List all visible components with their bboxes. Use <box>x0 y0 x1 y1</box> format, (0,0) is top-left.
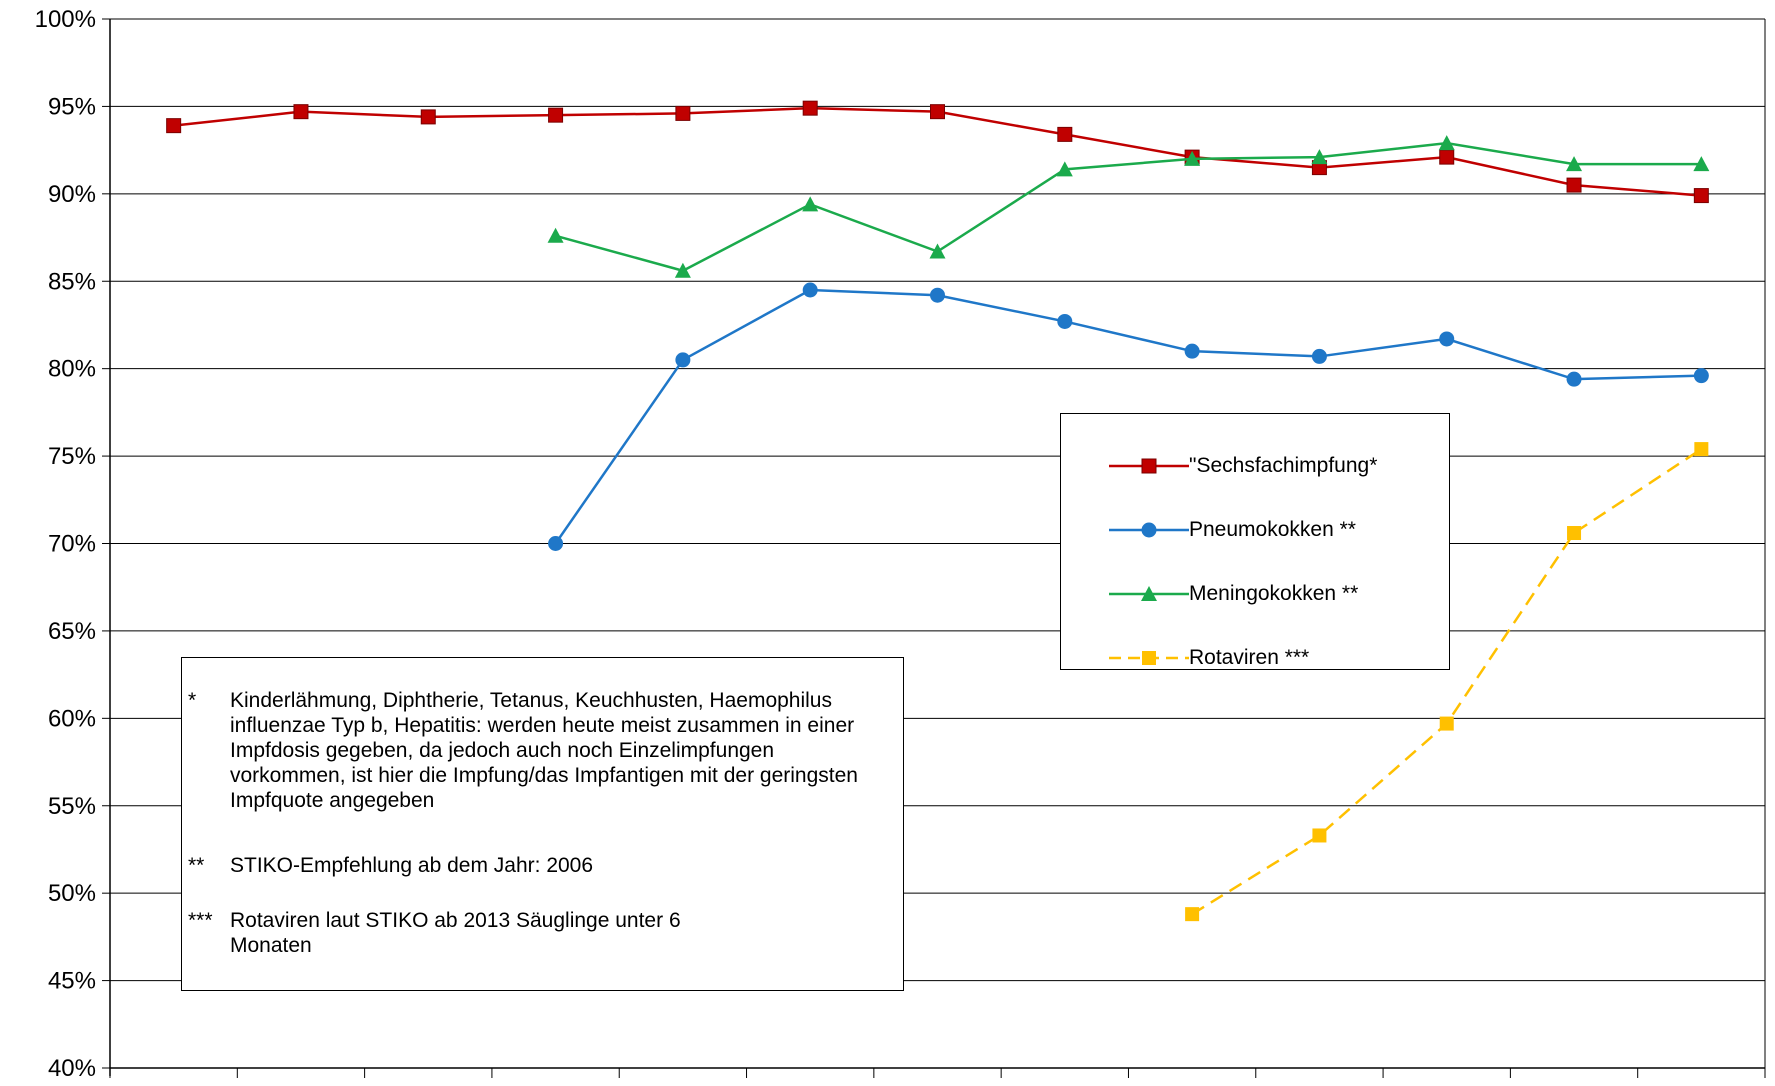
data-point <box>1056 161 1073 177</box>
data-point <box>293 104 309 120</box>
y-tick-label: 55% <box>48 793 96 820</box>
legend-label-sechsfach: "Sechsfachimpfung* <box>1189 454 1378 477</box>
legend-swatch-rotaviren <box>1109 651 1189 665</box>
data-point <box>166 118 182 134</box>
data-point <box>1567 526 1582 541</box>
data-point <box>1694 442 1709 457</box>
data-point <box>675 105 691 121</box>
data-point <box>1693 368 1709 384</box>
data-point <box>1312 828 1327 843</box>
series-2 <box>547 135 1710 278</box>
legend-label-pneumokokken: Pneumokokken ** <box>1189 518 1356 541</box>
legend-swatch-meningokokken <box>1109 586 1189 601</box>
footnote-2: ** STIKO-Empfehlung ab dem Jahr: 2006 <box>188 853 895 878</box>
data-point <box>1439 149 1455 165</box>
legend-item-sechsfach: "Sechsfachimpfung* <box>1061 446 1449 486</box>
y-tick-label: 90% <box>48 181 96 208</box>
data-point <box>1566 177 1582 193</box>
data-point <box>802 100 818 116</box>
y-tick-label: 40% <box>48 1055 96 1082</box>
data-point <box>1566 371 1582 387</box>
data-point <box>802 282 818 298</box>
legend-label-rotaviren: Rotaviren *** <box>1189 646 1310 669</box>
data-point <box>548 107 564 123</box>
y-tick-label: 45% <box>48 968 96 995</box>
y-tick-label: 85% <box>48 268 96 295</box>
data-point <box>1439 331 1455 347</box>
legend: "Sechsfachimpfung* Pneumokokken ** Menin… <box>1060 413 1450 670</box>
legend-item-meningokokken: Meningokokken ** <box>1061 574 1449 614</box>
data-point <box>1566 156 1583 172</box>
data-point <box>930 287 945 303</box>
series-0 <box>166 100 1709 204</box>
series-line <box>554 288 1702 545</box>
series-line <box>555 141 1702 273</box>
y-tick-labels: 100% 95% 90% 85% 80% 75% 70% 65% 60% 55% 50% 45% 40% <box>35 6 96 1082</box>
footnote-3: *** Rotaviren laut STIKO ab 2013 Säuglin… <box>188 908 895 958</box>
footnote-1-mark: * <box>188 689 197 712</box>
legend-label-meningokokken: Meningokokken ** <box>1189 582 1359 605</box>
y-tick-label: 70% <box>48 531 96 558</box>
series-1 <box>548 282 1709 551</box>
series-layer <box>166 100 1710 922</box>
legend-item-rotaviren: Rotaviren *** <box>1061 638 1449 678</box>
series-line <box>173 106 1702 197</box>
y-tick-label: 100% <box>35 6 96 33</box>
footnote-3-text: Rotaviren laut STIKO ab 2013 Säuglinge u… <box>230 909 681 957</box>
y-tick-label: 65% <box>48 618 96 645</box>
data-point <box>1693 188 1709 204</box>
series-3 <box>1185 442 1709 922</box>
data-point <box>547 227 564 243</box>
data-point <box>1693 156 1710 172</box>
footnote-box: * Kinderlähmung, Diphtherie, Tetanus, Ke… <box>181 657 904 991</box>
data-point <box>1439 716 1454 731</box>
data-point <box>674 262 691 278</box>
y-tick-label: 50% <box>48 880 96 907</box>
data-point <box>1057 126 1073 142</box>
data-point <box>1184 343 1200 359</box>
y-tick-label: 80% <box>48 356 96 383</box>
data-point <box>675 352 691 368</box>
y-tick-label: 75% <box>48 443 96 470</box>
legend-swatch-sechsfach <box>1109 458 1189 474</box>
data-point <box>1311 149 1328 165</box>
y-tick-label: 95% <box>48 93 96 120</box>
legend-swatch-pneumokokken <box>1109 522 1189 538</box>
footnote-1: * Kinderlähmung, Diphtherie, Tetanus, Ke… <box>188 688 895 813</box>
data-point <box>930 104 945 120</box>
footnote-2-text: STIKO-Empfehlung ab dem Jahr: 2006 <box>230 854 594 877</box>
y-tick-label: 60% <box>48 705 96 732</box>
data-point <box>420 109 436 125</box>
footnote-1-text: Kinderlähmung, Diphtherie, Tetanus, Keuc… <box>230 689 858 812</box>
data-point <box>1438 135 1455 151</box>
legend-item-pneumokokken: Pneumokokken ** <box>1061 510 1449 550</box>
data-point <box>1057 313 1073 329</box>
footnote-2-mark: ** <box>188 854 205 877</box>
footnote-3-mark: *** <box>188 909 213 932</box>
data-point <box>802 196 819 212</box>
data-point <box>1311 348 1327 364</box>
data-point <box>1184 150 1201 166</box>
axes <box>102 18 1766 1078</box>
data-point <box>929 243 946 259</box>
data-point <box>1185 907 1200 922</box>
data-point <box>548 536 564 551</box>
